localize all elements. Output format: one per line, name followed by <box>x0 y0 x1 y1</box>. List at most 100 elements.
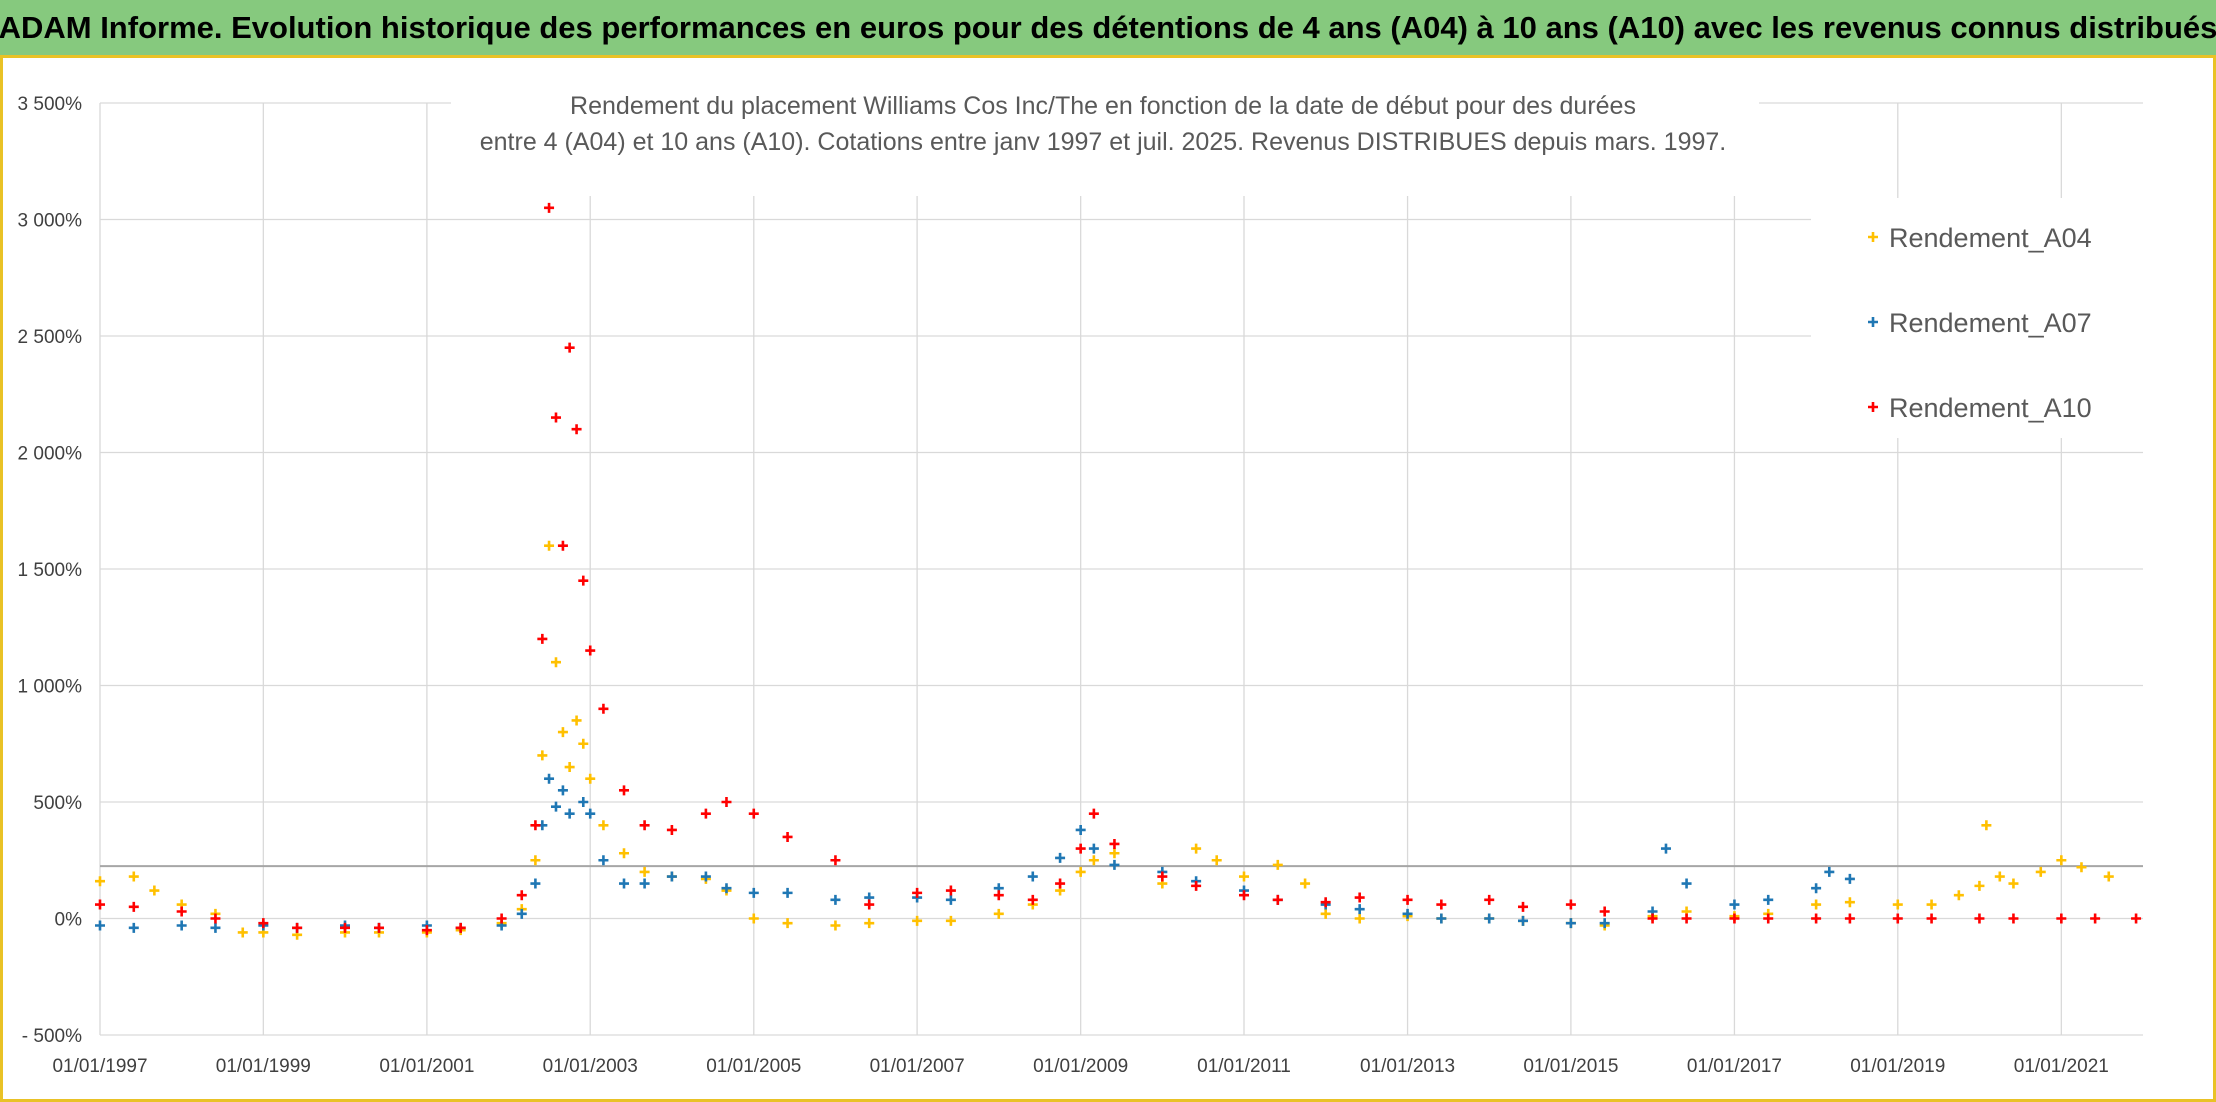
data-point <box>1824 866 1835 877</box>
data-point <box>421 925 432 936</box>
data-point <box>537 633 548 644</box>
data-point <box>1191 880 1202 891</box>
legend-marker <box>1868 232 1878 242</box>
data-point <box>1981 820 1992 831</box>
data-point <box>1109 859 1120 870</box>
x-tick-label: 01/01/2001 <box>379 1056 474 1077</box>
data-point <box>1599 918 1610 929</box>
data-point <box>1402 894 1413 905</box>
data-point <box>1320 908 1331 919</box>
data-point <box>1844 913 1855 924</box>
data-point <box>1729 913 1740 924</box>
series-Rendement_A04 <box>95 540 2114 940</box>
data-point <box>619 848 630 859</box>
data-point <box>639 820 650 831</box>
data-point <box>537 750 548 761</box>
series-Rendement_A07 <box>95 773 1855 933</box>
data-point <box>176 906 187 917</box>
banner-title: ADAM Informe. Evolution historique des p… <box>0 9 2216 45</box>
data-point <box>598 703 609 714</box>
data-point <box>585 808 596 819</box>
data-point <box>128 901 139 912</box>
chart-svg: - 500% 0% 500% 1 000% 1 500% 2 000% 2 500% 3 00… <box>18 86 2143 1077</box>
data-point <box>585 645 596 656</box>
data-point <box>2035 866 2046 877</box>
data-point <box>1075 824 1086 835</box>
data-point <box>1055 878 1066 889</box>
data-point <box>1892 899 1903 910</box>
data-point <box>2008 878 2019 889</box>
y-tick-label: 1 500% <box>18 560 83 581</box>
y-tick-label: 3 500% <box>18 94 83 115</box>
data-point <box>1811 899 1822 910</box>
x-tick-label: 01/01/2005 <box>706 1056 801 1077</box>
chart-frame: - 500% 0% 500% 1 000% 1 500% 2 000% 2 500% 3 00… <box>0 58 2216 1102</box>
x-tick-label: 01/01/2009 <box>1033 1056 1128 1077</box>
data-point <box>1844 897 1855 908</box>
data-point <box>1109 838 1120 849</box>
data-point <box>1088 843 1099 854</box>
data-point <box>1157 871 1168 882</box>
data-point <box>1320 897 1331 908</box>
chart-title: Rendement du placement Williams Cos Inc/… <box>451 86 1759 196</box>
data-point <box>1088 808 1099 819</box>
data-point <box>1681 878 1692 889</box>
x-tick-label: 01/01/2011 <box>1197 1056 1291 1077</box>
data-point <box>1518 915 1529 926</box>
x-tick-label: 01/01/2019 <box>1850 1056 1945 1077</box>
data-point <box>782 918 793 929</box>
data-point <box>2090 913 2101 924</box>
legend: Rendement_A04 Rendement_A07 Rendement_A10 <box>1811 198 2143 438</box>
data-point <box>1599 906 1610 917</box>
data-point <box>782 831 793 842</box>
data-point <box>544 202 555 213</box>
data-point <box>557 727 568 738</box>
data-point <box>830 894 841 905</box>
data-point <box>176 920 187 931</box>
data-point <box>1272 859 1283 870</box>
data-point <box>1926 899 1937 910</box>
data-point <box>1763 894 1774 905</box>
data-point <box>516 890 527 901</box>
data-point <box>1211 855 1222 866</box>
y-tick-label: 500% <box>33 793 82 814</box>
data-point <box>557 540 568 551</box>
data-point <box>530 820 541 831</box>
data-point <box>1109 848 1120 859</box>
data-point <box>993 890 1004 901</box>
x-tick-label: 01/01/2003 <box>543 1056 638 1077</box>
data-point <box>993 908 1004 919</box>
data-point <box>721 797 732 807</box>
data-point <box>1354 904 1365 915</box>
data-point <box>1892 913 1903 924</box>
data-point <box>598 820 609 831</box>
data-point <box>95 876 105 887</box>
data-point <box>1075 866 1086 877</box>
data-point <box>496 913 507 924</box>
x-tick-label: 01/01/1997 <box>52 1056 147 1077</box>
data-point <box>782 887 793 898</box>
data-point <box>1402 908 1413 919</box>
y-tick-label: 3 000% <box>18 211 83 232</box>
data-point <box>639 866 650 877</box>
data-point <box>1191 843 1202 854</box>
x-tick-label: 01/01/2015 <box>1523 1056 1618 1077</box>
data-point <box>721 883 732 894</box>
data-point <box>550 412 561 423</box>
data-point <box>95 920 105 931</box>
data-point <box>530 855 541 866</box>
legend-label: Rendement_A10 <box>1889 393 2092 423</box>
data-point <box>149 885 160 896</box>
data-point <box>598 855 609 866</box>
y-tick-label: 2 500% <box>18 327 83 348</box>
data-point <box>128 871 139 882</box>
data-point <box>1953 890 1964 901</box>
data-point <box>571 424 582 435</box>
data-point <box>1436 899 1447 910</box>
data-point <box>578 797 589 807</box>
data-point <box>2076 862 2087 873</box>
data-point <box>830 855 841 866</box>
data-point <box>1484 913 1495 924</box>
legend-box <box>1811 198 2143 438</box>
data-point <box>1055 852 1066 863</box>
